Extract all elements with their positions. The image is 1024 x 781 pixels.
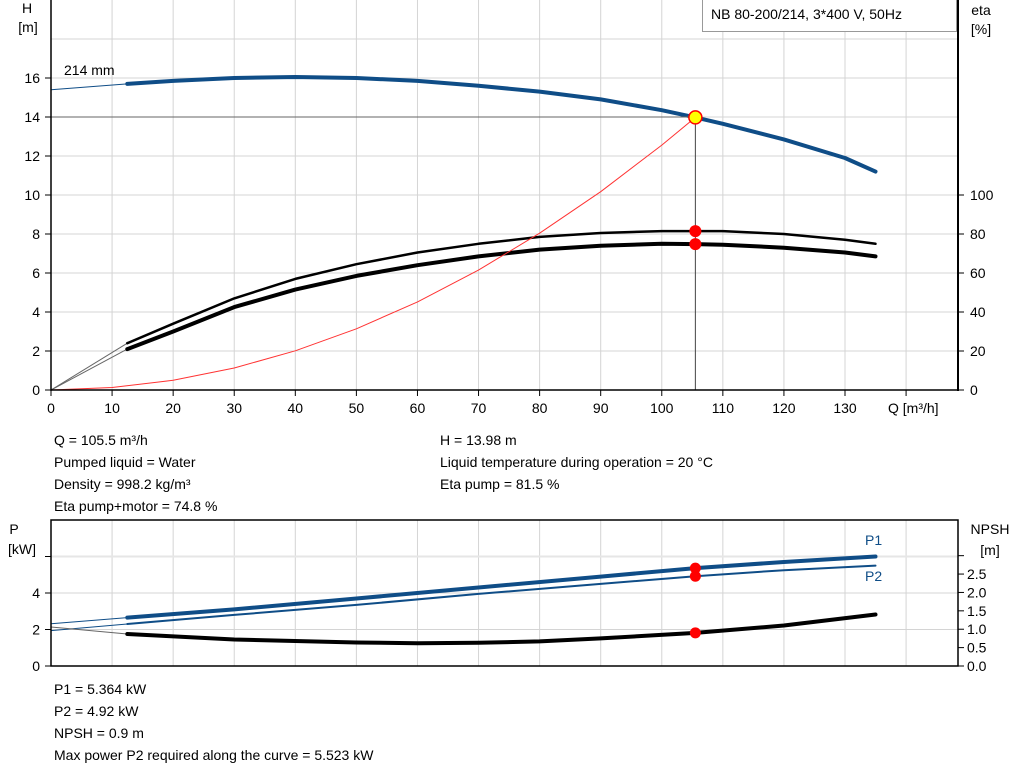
top-grid bbox=[50, 0, 958, 390]
eta-tick-label: 80 bbox=[970, 226, 986, 242]
x-tick-label: 60 bbox=[410, 400, 426, 416]
info-liquid: Pumped liquid = Water bbox=[54, 454, 196, 470]
x-tick-label: 130 bbox=[833, 400, 857, 416]
npsh-tick-label: 0.0 bbox=[967, 658, 987, 674]
duty-point bbox=[688, 110, 703, 125]
x-tick-label: 20 bbox=[165, 400, 181, 416]
eta_pump-curve bbox=[126, 229, 877, 345]
eta-tick-label: 100 bbox=[970, 187, 994, 203]
p-tick-label: 2 bbox=[32, 622, 40, 638]
eta-tick-label: 0 bbox=[970, 382, 978, 398]
h-tick-label: 4 bbox=[32, 304, 40, 320]
p1-extrapolated-line bbox=[50, 617, 128, 625]
x-tick-label: 40 bbox=[288, 400, 304, 416]
x-tick-label: 90 bbox=[593, 400, 609, 416]
h-tick-label: 2 bbox=[32, 343, 40, 359]
npsh-point bbox=[689, 627, 701, 639]
eta_pump_motor-extrapolated-line bbox=[50, 348, 128, 391]
head-curve bbox=[125, 75, 878, 174]
npsh-tick-label: 1.0 bbox=[967, 621, 987, 637]
x-tick-label: 10 bbox=[104, 400, 120, 416]
x-tick-label: 50 bbox=[349, 400, 365, 416]
info-eta-pump-motor: Eta pump+motor = 74.8 % bbox=[54, 498, 218, 514]
curves bbox=[50, 75, 878, 646]
x-tick-label: 100 bbox=[650, 400, 674, 416]
info-eta-pump: Eta pump = 81.5 % bbox=[440, 476, 560, 492]
h-tick-label: 8 bbox=[32, 226, 40, 242]
axes bbox=[45, 0, 964, 667]
info-flow: Q = 105.5 m³/h bbox=[54, 432, 148, 448]
p-tick-label: 4 bbox=[32, 585, 40, 601]
p1-point bbox=[689, 562, 701, 574]
p-axis-unit: [kW] bbox=[8, 541, 36, 557]
npsh-extrapolated-line bbox=[50, 626, 128, 635]
h-tick-label: 10 bbox=[24, 187, 40, 203]
h-tick-label: 12 bbox=[24, 148, 40, 164]
x-tick-label: 30 bbox=[226, 400, 242, 416]
eta-tick-label: 20 bbox=[970, 343, 986, 359]
npsh-curve bbox=[125, 612, 878, 646]
system_curve-curve bbox=[50, 116, 696, 391]
npsh-tick-label: 2.0 bbox=[967, 584, 987, 600]
duty-points bbox=[688, 110, 703, 639]
x-tick-label: 120 bbox=[772, 400, 796, 416]
h-tick-label: 14 bbox=[24, 109, 40, 125]
head-extrapolated-line bbox=[50, 83, 128, 91]
info-density: Density = 998.2 kg/m³ bbox=[54, 476, 191, 492]
h-axis-title: H bbox=[22, 0, 32, 16]
x-tick-label: 110 bbox=[712, 400, 735, 416]
q-axis-title: Q [m³/h] bbox=[888, 400, 939, 416]
p2-curve-label: P2 bbox=[865, 568, 882, 584]
pump-legend: NB 80-200/214, 3*400 V, 50Hz bbox=[702, 0, 957, 32]
h-axis-unit: [m] bbox=[18, 19, 37, 35]
p2-extrapolated-line bbox=[50, 623, 128, 632]
npsh-axis-title: NPSH bbox=[971, 521, 1010, 537]
x-tick-label: 70 bbox=[471, 400, 487, 416]
info-max-power: Max power P2 required along the curve = … bbox=[54, 747, 374, 763]
p2-point bbox=[689, 570, 701, 582]
eta_pump_motor-curve bbox=[125, 241, 878, 352]
p1-curve bbox=[125, 554, 878, 620]
eta-axis-title: eta bbox=[971, 2, 991, 18]
impeller-label: 214 mm bbox=[64, 62, 115, 78]
eta-tick-label: 40 bbox=[970, 304, 986, 320]
eta-pump-motor-point bbox=[689, 238, 702, 251]
x-tick-label: 0 bbox=[47, 400, 55, 416]
npsh-tick-label: 2.5 bbox=[967, 566, 987, 582]
p-tick-label: 0 bbox=[32, 658, 40, 674]
tick-labels: 0 10 20 30 40 50 60 70 80 90 100 110 120 130024681012… bbox=[24, 70, 993, 674]
eta-axis-unit: [%] bbox=[971, 21, 991, 37]
info-head: H = 13.98 m bbox=[440, 432, 517, 448]
info-p1: P1 = 5.364 kW bbox=[54, 681, 147, 697]
p1-curve-label: P1 bbox=[865, 532, 882, 548]
h-tick-label: 16 bbox=[24, 70, 40, 86]
info-right: H = 13.98 m Liquid temperature during op… bbox=[440, 429, 713, 495]
eta-pump-point bbox=[689, 225, 702, 238]
p2-curve bbox=[126, 564, 877, 625]
npsh-tick-label: 1.5 bbox=[967, 603, 987, 619]
info-bottom: P1 = 5.364 kW P2 = 4.92 kW NPSH = 0.9 m … bbox=[54, 678, 373, 766]
info-npsh: NPSH = 0.9 m bbox=[54, 725, 144, 741]
h-tick-label: 0 bbox=[32, 382, 40, 398]
info-p2: P2 = 4.92 kW bbox=[54, 703, 139, 719]
p-axis-title: P bbox=[9, 521, 18, 537]
npsh-tick-label: 0.5 bbox=[967, 640, 987, 656]
x-tick-label: 80 bbox=[532, 400, 548, 416]
info-left: Q = 105.5 m³/h Pumped liquid = Water Den… bbox=[54, 429, 217, 517]
eta_pump-extrapolated-line bbox=[50, 342, 128, 391]
info-temperature: Liquid temperature during operation = 20… bbox=[440, 454, 713, 470]
npsh-axis-unit: [m] bbox=[980, 542, 999, 558]
h-tick-label: 6 bbox=[32, 265, 40, 281]
eta-tick-label: 60 bbox=[970, 265, 986, 281]
